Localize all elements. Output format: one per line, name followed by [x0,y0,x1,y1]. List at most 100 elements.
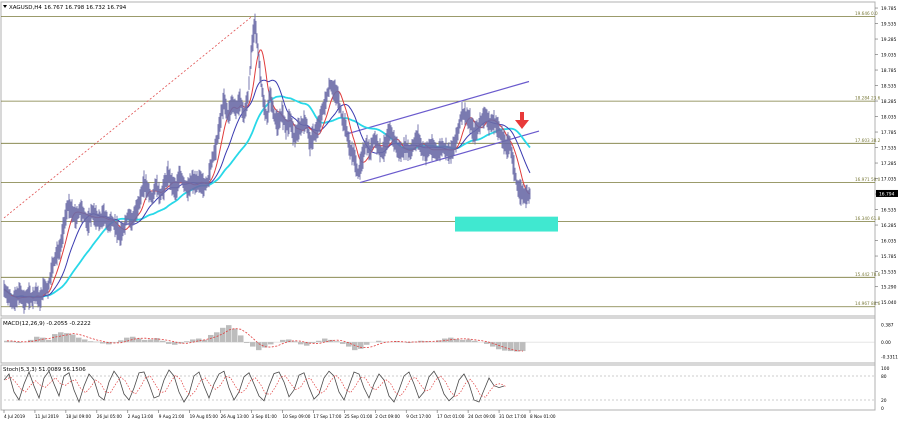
price-tick-label: 15.040 [881,300,897,306]
time-tick-label: 11 Jul 2019 [35,414,59,419]
macd-histogram-bar [436,340,442,343]
macd-histogram-bar [508,342,514,352]
time-tick-label: 2 Aug 13:00 [128,414,154,419]
macd-histogram-bar [310,342,316,344]
stoch-tick-label: 100 [881,366,890,372]
price-tick-label: 18.285 [881,99,897,105]
time-tick-label: 31 Oct 17:00 [499,414,527,419]
chart-header-symbol: XAGUSD,H4 [9,5,42,11]
stoch-d-line [5,374,506,398]
macd-histogram-bar [142,339,148,343]
macd-histogram-bar [52,334,58,343]
price-tick-label: 19.285 [881,37,897,43]
signal-arrow-layer [515,112,529,129]
stochastic-label: Stoch(5,3,3) 51.0089 56.1506 [3,367,86,373]
macd-histogram-bar [34,336,40,343]
fib-level-label: 14.967 88.6 [855,301,881,306]
macd-histogram-bar [484,342,490,344]
collapse-triangle-icon[interactable] [3,5,7,8]
macd-histogram-bar [82,339,88,343]
stoch-tick-label: 0 [881,406,884,412]
macd-histogram-bar [64,333,70,343]
macd-histogram-bar [28,339,34,343]
macd-histogram-bar [118,340,124,343]
macd-histogram-bar [10,341,16,343]
macd-histogram-bar [502,342,508,351]
macd-histogram-bar [490,342,496,347]
macd-histogram-bar [172,342,178,345]
fib-level-label: 19.646 0.0 [855,11,878,16]
macd-histogram-bar [220,327,226,343]
price-tick-label: 15.785 [881,254,897,260]
target-zone [455,216,558,232]
macd-histogram-bar [256,342,262,351]
macd-histogram-bar [46,339,52,343]
price-tick-label: 17.285 [881,161,897,167]
macd-histogram-bar [304,342,310,346]
macd-tick-label: 0.387 [881,323,894,329]
time-tick-label: 2 Oct 09:00 [375,414,400,419]
time-tick-label: 17 Oct 01:00 [437,414,465,419]
time-tick-label: 9 Aug 21:00 [159,414,185,419]
macd-histogram-bar [292,341,298,343]
macd-histogram-bar [376,340,382,343]
macd-histogram-bar [298,342,304,345]
time-tick-label: 9 Oct 17:00 [406,414,431,419]
price-tick-label: 17.785 [881,130,897,136]
macd-histogram-bar [154,338,160,343]
macd-histogram-bar [352,342,358,351]
stoch-k-line [3,369,505,404]
price-tick-label: 16.535 [881,207,897,213]
current-price-box [876,189,898,197]
macd-signal-line [6,328,524,352]
channel-upper-line [345,80,530,135]
price-tick-label: 19.035 [881,52,897,58]
fib-level-label: 18.284 23.6 [855,96,881,101]
price-axis: 19.785 19.535 19.285 19.035 18.785 18.535 18.2… [875,6,898,306]
macd-histogram-bar [268,342,274,345]
macd-histogram-bar [418,340,424,343]
macd-histogram-bar [88,341,94,343]
stochastic-panel[interactable] [0,364,876,411]
price-tick-label: 15.535 [881,269,897,275]
macd-histogram-bar [100,342,106,344]
price-tick-label: 17.535 [881,145,897,151]
macd-histogram-bar [232,328,238,343]
macd-histogram-bar [16,342,22,344]
macd-histogram-bar [250,342,256,347]
macd-histogram-bar [130,336,136,343]
price-tick-label: 19.785 [881,6,897,12]
macd-histogram-bar [4,340,10,343]
macd-histogram-bar [106,342,112,345]
macd-histogram-bar [346,342,352,347]
stoch-tick-label: 20 [881,398,887,404]
macd-histogram-bar [214,332,220,343]
down-arrow-icon [515,120,529,129]
price-tick-label: 18.035 [881,114,897,120]
down-arrow-shaft [520,112,524,121]
macd-histogram-bar [76,337,82,343]
macd-histogram-bar [226,325,232,343]
macd-histogram-bar [322,338,328,343]
macd-tick-label: 0.00 [881,340,891,346]
price-tick-label: 18.535 [881,83,897,89]
macd-histogram-bar [196,338,202,343]
fib-level-label: 15.442 78.6 [855,272,881,277]
price-tick-label: 15.290 [881,285,897,291]
macd-histogram-bar [316,340,322,343]
time-tick-label: 4 Jul 2019 [4,414,25,419]
fib-level-label: 16.340 61.8 [855,216,881,221]
price-tick-label: 19.535 [881,21,897,27]
time-axis: 4 Jul 2019 11 Jul 2019 18 Jul 09:00 26 Jul … [3,410,556,419]
chart-header-ohlc: 16.767 16.798 16.732 16.794 [44,5,127,11]
macd-histogram-bar [514,342,520,352]
macd-histogram-bar [394,341,400,343]
macd-histogram-bar [460,339,466,343]
macd-histogram-bar [244,342,250,344]
macd-histogram-bar [148,339,154,343]
time-tick-label: 26 Aug 13:00 [221,414,250,419]
macd-label: MACD(12,26,9) -0.2055 -0.2222 [3,321,91,327]
dotted-trendline [3,16,253,219]
time-tick-label: 3 Sep 01:00 [252,414,278,419]
